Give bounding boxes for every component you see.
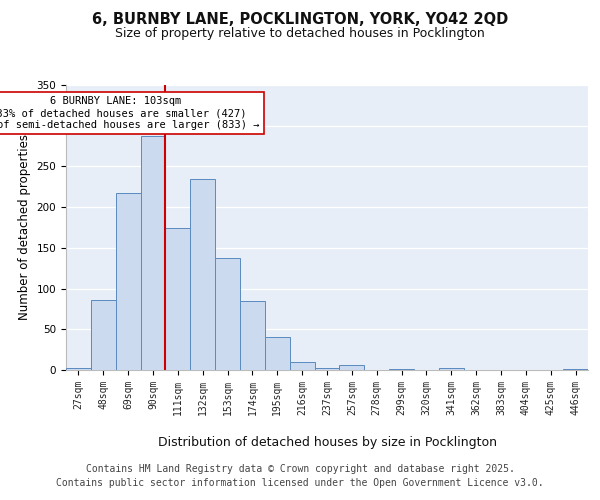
Bar [389, 369, 414, 370]
Bar [439, 368, 464, 370]
Bar [265, 338, 290, 370]
Bar [66, 368, 91, 370]
Bar [190, 180, 215, 370]
Bar [290, 362, 314, 370]
Bar [240, 301, 265, 370]
Bar [140, 136, 166, 370]
Y-axis label: Number of detached properties: Number of detached properties [18, 134, 31, 320]
Text: Distribution of detached houses by size in Pocklington: Distribution of detached houses by size … [157, 436, 497, 449]
Bar [314, 368, 340, 370]
Bar [91, 300, 116, 370]
Bar [215, 258, 240, 370]
Bar [563, 369, 588, 370]
Bar [116, 194, 140, 370]
Bar [340, 365, 364, 370]
Bar [166, 228, 190, 370]
Text: 6 BURNBY LANE: 103sqm
← 33% of detached houses are smaller (427)
65% of semi-det: 6 BURNBY LANE: 103sqm ← 33% of detached … [0, 96, 259, 130]
Text: Contains HM Land Registry data © Crown copyright and database right 2025.
Contai: Contains HM Land Registry data © Crown c… [56, 464, 544, 487]
Text: 6, BURNBY LANE, POCKLINGTON, YORK, YO42 2QD: 6, BURNBY LANE, POCKLINGTON, YORK, YO42 … [92, 12, 508, 28]
Text: Size of property relative to detached houses in Pocklington: Size of property relative to detached ho… [115, 28, 485, 40]
